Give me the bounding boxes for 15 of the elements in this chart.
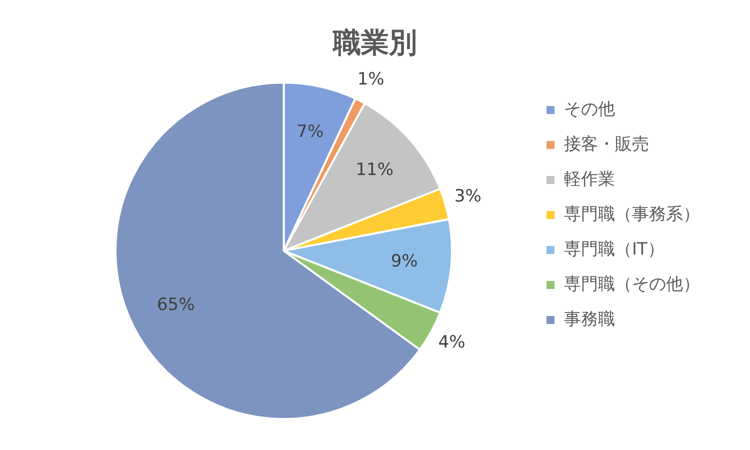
- data-label: 9%: [390, 252, 418, 272]
- chart-title: 職業別: [332, 26, 417, 60]
- data-label: 3%: [454, 186, 482, 207]
- data-label: 11%: [356, 160, 394, 180]
- legend-label: 専門職（IT）: [564, 239, 664, 260]
- legend-label: 接客・販売: [564, 134, 649, 154]
- data-label: 1%: [357, 69, 384, 90]
- legend-label: 軽作業: [564, 169, 615, 190]
- legend-label: 専門職（その他）: [564, 274, 700, 294]
- legend-label: その他: [564, 99, 615, 120]
- legend-label: 事務職: [564, 309, 615, 330]
- legend-label: 専門職（事務系）: [564, 204, 700, 224]
- data-label: 65%: [156, 295, 195, 316]
- data-label: 4%: [438, 332, 466, 353]
- data-label: 7%: [296, 122, 324, 142]
